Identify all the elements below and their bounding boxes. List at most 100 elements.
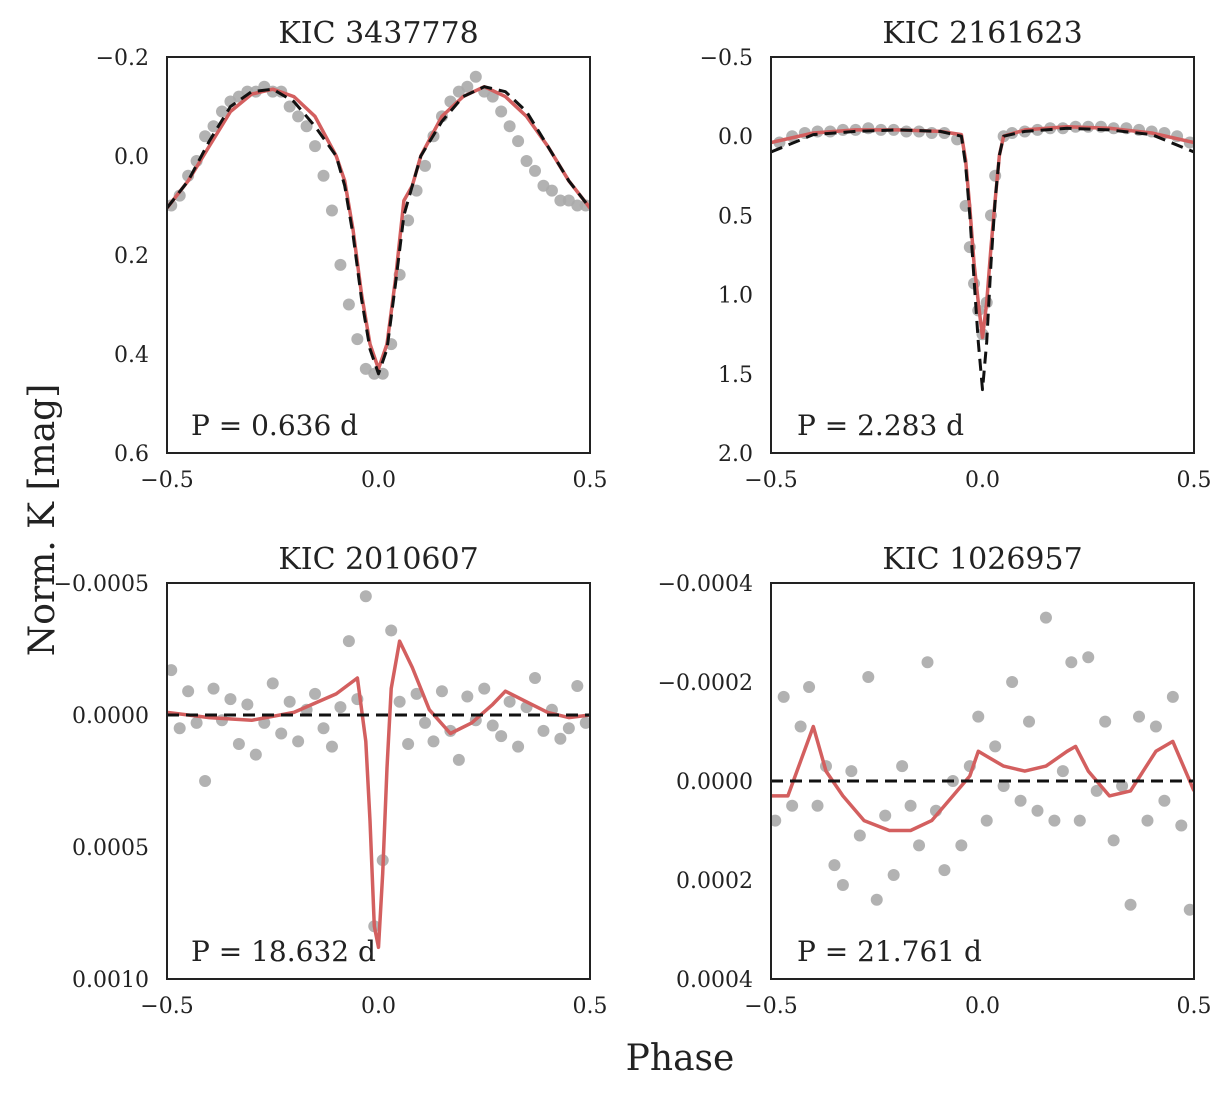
panel-1: KIC 3437778 −0.5 0.0 0.5 −0.2 0.0 0.2 0.4 0.6 P =… xyxy=(96,16,608,493)
data-point xyxy=(224,693,237,706)
data-point xyxy=(1023,715,1036,728)
panel-2: KIC 2161623 −0.5 0.0 0.5 −0.5 0.0 0.5 1.0 1.5 2.0… xyxy=(700,16,1212,493)
data-point xyxy=(786,799,799,812)
data-point xyxy=(325,204,338,217)
data-point xyxy=(1039,611,1052,624)
data-point xyxy=(393,695,406,708)
data-point xyxy=(579,716,590,729)
data-point xyxy=(317,169,330,182)
data-point xyxy=(173,722,186,735)
data-point xyxy=(283,100,296,113)
data-point xyxy=(1107,834,1120,847)
data-point xyxy=(980,814,993,827)
data-point xyxy=(879,809,892,822)
x-tick-label: 0.5 xyxy=(573,994,608,1019)
axes-frame xyxy=(166,56,591,454)
data-point xyxy=(486,719,499,732)
period-annotation: P = 21.761 d xyxy=(797,935,982,968)
y-tick-label: 0.0000 xyxy=(676,770,753,795)
data-point xyxy=(904,799,917,812)
data-point xyxy=(870,893,883,906)
reference-curve xyxy=(771,126,1194,392)
data-point xyxy=(385,624,398,637)
plot-area xyxy=(167,70,590,380)
data-point xyxy=(529,672,542,685)
data-point xyxy=(896,760,909,773)
data-point xyxy=(1183,903,1194,916)
model-curve xyxy=(167,84,590,371)
data-point xyxy=(1048,814,1061,827)
data-point xyxy=(794,720,807,733)
data-point xyxy=(554,194,567,207)
data-point xyxy=(562,722,575,735)
x-tick-label: 0.5 xyxy=(573,468,608,493)
data-point xyxy=(1099,715,1112,728)
data-point xyxy=(342,298,355,311)
data-point xyxy=(469,70,482,83)
data-point xyxy=(292,735,305,748)
data-point xyxy=(342,635,355,648)
data-point xyxy=(495,730,508,743)
data-point xyxy=(167,664,178,677)
period-annotation: P = 18.632 d xyxy=(191,935,376,968)
data-point xyxy=(1124,898,1137,911)
y-tick-label: 0.0000 xyxy=(72,704,149,729)
model-curve xyxy=(771,724,1194,833)
data-point xyxy=(1090,784,1103,797)
x-tick-label: −0.5 xyxy=(744,994,797,1019)
data-point xyxy=(292,110,305,123)
data-point xyxy=(190,716,203,729)
plot-area xyxy=(167,590,590,950)
data-point xyxy=(215,105,228,118)
panel-title: KIC 3437778 xyxy=(278,16,478,51)
x-tick-label: 0.5 xyxy=(1177,994,1212,1019)
data-point xyxy=(461,690,474,703)
data-point xyxy=(249,748,262,761)
y-tick-label: 0.0010 xyxy=(72,968,149,993)
data-point xyxy=(359,590,372,603)
panel-title: KIC 1026957 xyxy=(882,542,1082,577)
data-point xyxy=(1065,656,1078,669)
y-tick-label: −0.0002 xyxy=(658,671,753,696)
x-tick-label: −0.5 xyxy=(140,468,193,493)
y-tick-label: 0.2 xyxy=(114,244,149,269)
data-point xyxy=(266,677,279,690)
y-tick-label: 0.0 xyxy=(718,125,753,150)
data-point xyxy=(1082,651,1095,664)
data-point xyxy=(300,120,313,133)
y-tick-label: −0.0004 xyxy=(658,572,753,597)
data-point xyxy=(207,120,220,133)
data-point xyxy=(512,135,525,148)
data-point xyxy=(334,701,347,714)
data-point xyxy=(545,184,558,197)
x-tick-label: 0.0 xyxy=(361,468,396,493)
data-point xyxy=(199,130,212,143)
y-tick-label: 0.6 xyxy=(114,442,149,467)
figure-xlabel: Phase xyxy=(626,1038,735,1079)
data-point xyxy=(512,740,525,753)
axes-frame xyxy=(770,582,1195,980)
data-point xyxy=(402,738,415,751)
model-curve xyxy=(167,639,590,950)
data-point xyxy=(173,189,186,202)
data-point xyxy=(419,716,432,729)
data-point xyxy=(811,799,824,812)
x-tick-label: 0.0 xyxy=(361,994,396,1019)
data-point xyxy=(537,724,550,737)
data-point xyxy=(503,695,516,708)
data-point xyxy=(410,184,423,197)
data-point xyxy=(241,698,254,711)
reference-curve xyxy=(167,85,590,376)
y-tick-label: 0.4 xyxy=(114,343,149,368)
data-point xyxy=(275,727,288,740)
data-point xyxy=(1149,720,1162,733)
data-point xyxy=(520,154,533,167)
data-point xyxy=(997,779,1010,792)
y-tick-label: 0.0 xyxy=(114,145,149,170)
data-point xyxy=(435,685,448,698)
data-point xyxy=(309,140,322,153)
plot-area xyxy=(771,611,1194,916)
data-point xyxy=(495,105,508,118)
y-tick-label: 0.0004 xyxy=(676,968,753,993)
